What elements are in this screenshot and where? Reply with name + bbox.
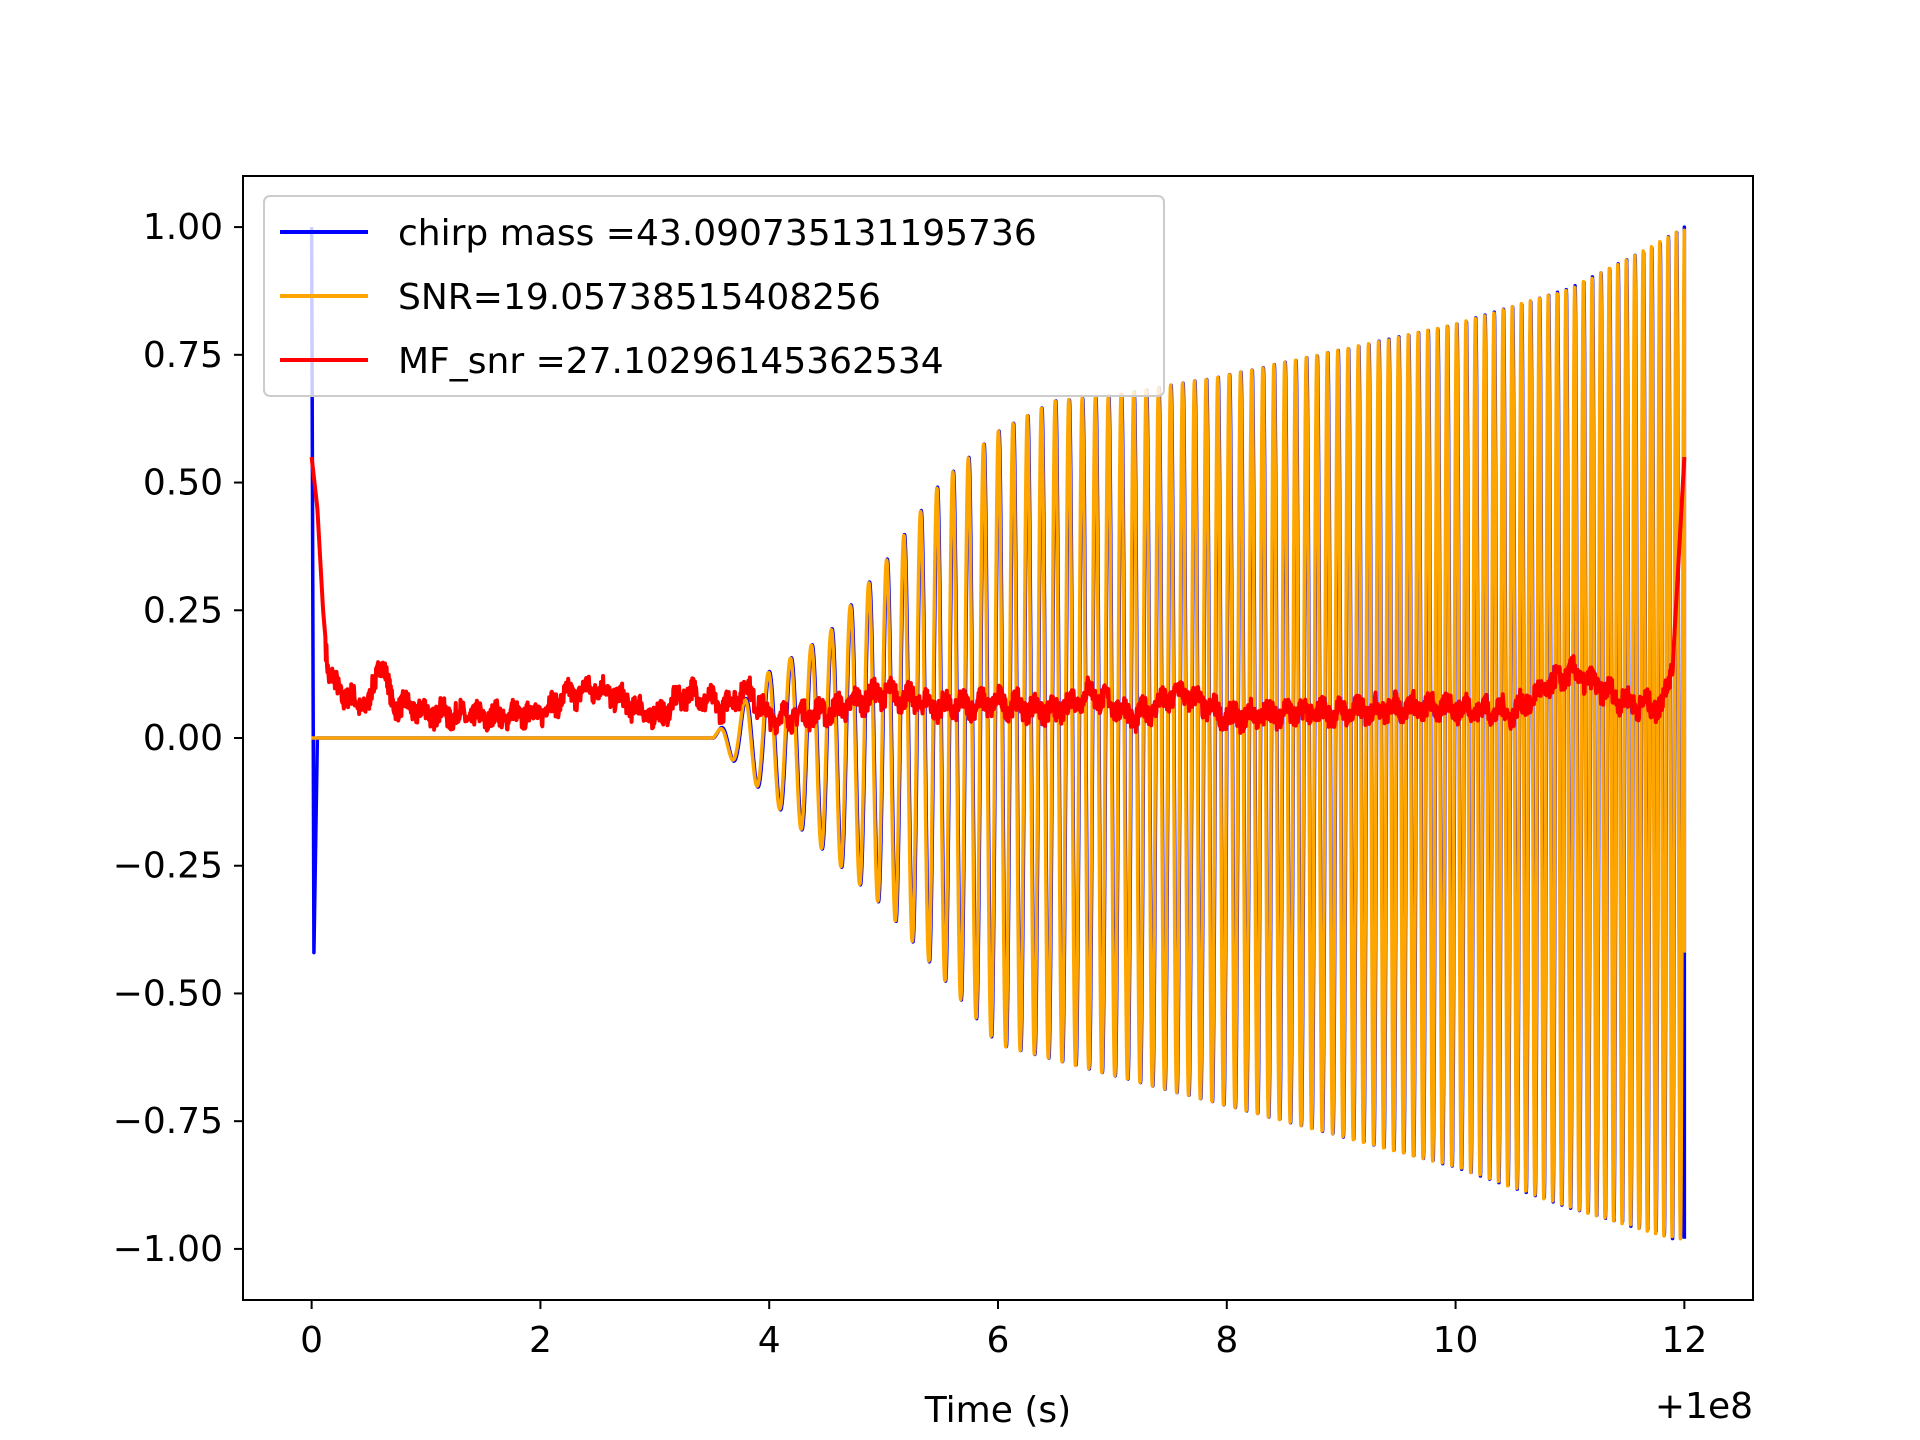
y-tick-label: 0.25 xyxy=(143,590,223,631)
y-tick-label: −1.00 xyxy=(113,1229,223,1270)
y-tick-label: 0.00 xyxy=(143,718,223,759)
x-tick-label: 10 xyxy=(1433,1320,1479,1361)
y-tick-label: −0.25 xyxy=(113,846,223,887)
x-axis-label: Time (s) xyxy=(924,1390,1071,1431)
x-tick-label: 8 xyxy=(1215,1320,1238,1361)
legend-label-chirp-mass: chirp mass =43.090735131195736 xyxy=(398,213,1037,254)
series-line-mf-snr xyxy=(309,456,1687,736)
legend-box xyxy=(263,195,1165,397)
y-tick-label: 0.50 xyxy=(143,463,223,504)
x-tick-label: 12 xyxy=(1661,1320,1707,1361)
legend-label-snr: SNR=19.05738515408256 xyxy=(398,277,881,318)
y-tick-label: 1.00 xyxy=(143,207,223,248)
x-offset-label: +1e8 xyxy=(1655,1386,1753,1427)
y-tick-label: −0.75 xyxy=(113,1101,223,1142)
plot-area xyxy=(309,225,1687,1241)
x-tick-label: 4 xyxy=(758,1320,781,1361)
x-tick-label: 2 xyxy=(529,1320,552,1361)
x-tick-label: 0 xyxy=(300,1320,323,1361)
legend: chirp mass =43.090735131195736 SNR=19.057… xyxy=(263,195,1165,397)
y-tick-label: −0.50 xyxy=(113,973,223,1014)
y-axis: 1.00 0.75 0.50 0.25 0.00 −0.25 −0.50 −0.75 −1.00 xyxy=(113,207,243,1270)
x-axis: 0 2 4 6 8 10 12 xyxy=(300,1300,1707,1361)
x-tick-label: 6 xyxy=(987,1320,1010,1361)
y-tick-label: 0.75 xyxy=(143,335,223,376)
legend-label-mf-snr: MF_snr =27.10296145362534 xyxy=(398,341,944,382)
series-line-snr xyxy=(311,228,1687,1241)
